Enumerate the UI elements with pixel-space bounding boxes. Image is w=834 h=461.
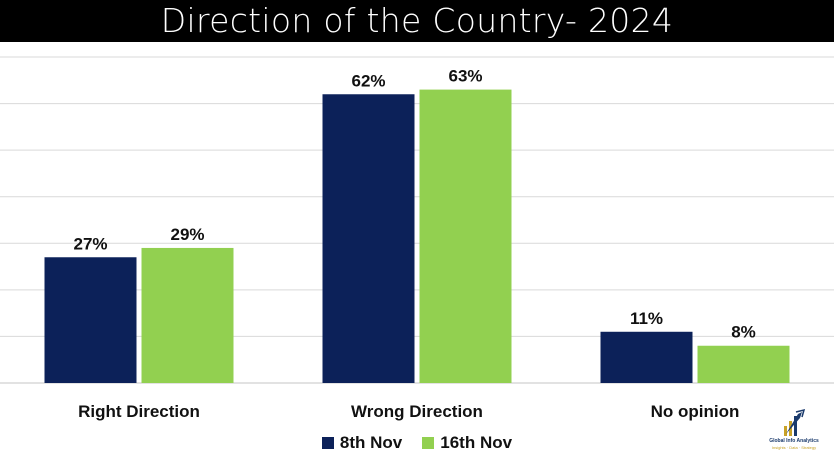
data-label-series-1-category-1: 27% (73, 234, 107, 253)
legend: 8th Nov 16th Nov (0, 432, 834, 454)
bar-series-1-category-2 (322, 94, 415, 383)
legend-swatch-series-1 (321, 437, 334, 449)
logo-mark-icon (784, 408, 806, 436)
chart-title: Direction of the Country- 2024 (0, 0, 834, 42)
legend-label-series-2: 16th Nov (440, 433, 513, 452)
category-labels: Right Direction Wrong Direction No opinion (78, 402, 739, 421)
gridlines (0, 56, 834, 384)
category-label-3: No opinion (651, 402, 740, 421)
bar-series-1-category-3 (600, 331, 693, 383)
logo-name: Global Info Analytics (769, 438, 819, 444)
category-label-2: Wrong Direction (351, 402, 483, 421)
data-label-series-2-category-1: 29% (170, 225, 204, 244)
bar-series-1-category-1 (44, 257, 137, 383)
data-label-series-1-category-3: 11% (630, 309, 663, 328)
legend-swatch-series-2 (422, 437, 435, 449)
category-label-1: Right Direction (78, 402, 200, 421)
data-label-series-2-category-2: 63% (448, 67, 482, 86)
data-label-series-1-category-2: 62% (351, 71, 385, 90)
data-label-series-2-category-3: 8% (731, 323, 756, 342)
bar-series-2-category-2 (419, 89, 512, 383)
data-labels: 27% 29% 62% 63% 11% 8% (73, 67, 755, 342)
bar-series-2-category-3 (697, 345, 790, 383)
legend-item-series-1: 8th Nov (321, 433, 403, 453)
legend-label-series-1: 8th Nov (339, 433, 403, 452)
logo-tagline: Insights · Data · Strategy (771, 445, 817, 450)
global-info-analytics-logo: Global Info Analytics Insights · Data · … (762, 408, 826, 456)
legend-item-series-2: 16th Nov (422, 433, 512, 453)
bars (44, 89, 790, 383)
bar-chart: 27% 29% 62% 63% 11% 8% Right Direction Wrong D… (0, 56, 834, 421)
bar-series-2-category-1 (141, 247, 234, 383)
